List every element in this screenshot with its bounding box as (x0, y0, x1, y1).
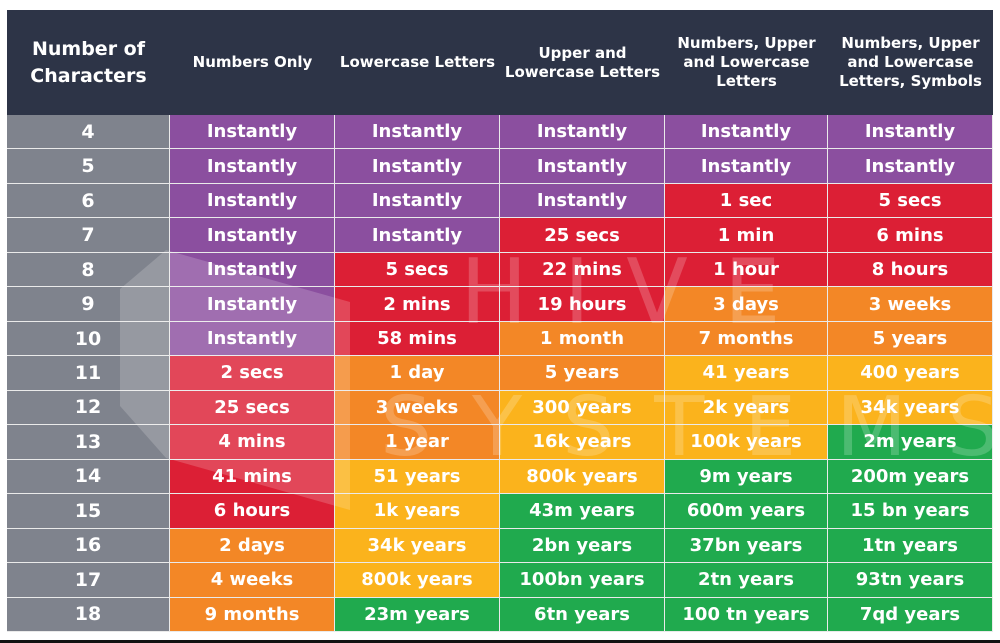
cell-upper-lowercase-letters: 300 years (500, 390, 665, 426)
cell-numbers-upper-lowercase: 7 months (665, 321, 828, 357)
cell-numbers-upper-lowercase-symbols: 93tn years (828, 563, 993, 598)
header-number-of-characters: Number of Characters (7, 10, 170, 115)
row-character-count: 16 (7, 528, 170, 564)
cell-numbers-only: Instantly (170, 218, 335, 253)
cell-numbers-only: 6 hours (170, 494, 335, 529)
row-character-count: 14 (7, 459, 170, 495)
cell-numbers-upper-lowercase: 1 hour (665, 252, 828, 288)
cell-upper-lowercase-letters: 25 secs (500, 218, 665, 253)
row-character-count: 5 (7, 149, 170, 184)
cell-lowercase-letters: Instantly (335, 183, 500, 219)
cell-numbers-upper-lowercase: 1 sec (665, 183, 828, 219)
cell-lowercase-letters: Instantly (335, 115, 500, 150)
header-lowercase-letters: Lowercase Letters (335, 10, 500, 115)
cell-numbers-upper-lowercase-symbols: 400 years (828, 356, 993, 391)
cell-numbers-upper-lowercase-symbols: 5 years (828, 321, 993, 357)
cell-numbers-only: Instantly (170, 321, 335, 357)
cell-numbers-only: Instantly (170, 287, 335, 322)
row-character-count: 8 (7, 252, 170, 288)
cell-numbers-upper-lowercase-symbols: 1tn years (828, 528, 993, 564)
header-numbers-upper-lowercase-symbols: Numbers, Upper and Lowercase Letters, Sy… (828, 10, 993, 115)
cell-numbers-only: 25 secs (170, 390, 335, 426)
row-character-count: 7 (7, 218, 170, 253)
cell-numbers-upper-lowercase: 41 years (665, 356, 828, 391)
password-crack-time-table: Number of Characters Numbers Only Lowercas… (7, 10, 993, 632)
header-numbers-upper-lowercase: Numbers, Upper and Lowercase Letters (665, 10, 828, 115)
cell-numbers-upper-lowercase: 600m years (665, 494, 828, 529)
cell-numbers-upper-lowercase-symbols: 34k years (828, 390, 993, 426)
cell-numbers-upper-lowercase-symbols: 200m years (828, 459, 993, 495)
cell-numbers-upper-lowercase-symbols: Instantly (828, 149, 993, 184)
cell-numbers-upper-lowercase: 100k years (665, 425, 828, 460)
row-character-count: 12 (7, 390, 170, 426)
cell-lowercase-letters: 1k years (335, 494, 500, 529)
cell-lowercase-letters: 58 mins (335, 321, 500, 357)
header-numbers-only: Numbers Only (170, 10, 335, 115)
cell-numbers-upper-lowercase: 1 min (665, 218, 828, 253)
cell-upper-lowercase-letters: 43m years (500, 494, 665, 529)
cell-lowercase-letters: 34k years (335, 528, 500, 564)
cell-upper-lowercase-letters: 5 years (500, 356, 665, 391)
row-character-count: 11 (7, 356, 170, 391)
row-character-count: 9 (7, 287, 170, 322)
cell-numbers-only: 4 weeks (170, 563, 335, 598)
cell-upper-lowercase-letters: 100bn years (500, 563, 665, 598)
row-character-count: 6 (7, 183, 170, 219)
cell-upper-lowercase-letters: 16k years (500, 425, 665, 460)
cell-numbers-only: 2 secs (170, 356, 335, 391)
cell-numbers-upper-lowercase-symbols: 5 secs (828, 183, 993, 219)
cell-lowercase-letters: Instantly (335, 149, 500, 184)
cell-numbers-upper-lowercase: Instantly (665, 149, 828, 184)
row-character-count: 4 (7, 115, 170, 150)
cell-lowercase-letters: 1 year (335, 425, 500, 460)
cell-upper-lowercase-letters: 19 hours (500, 287, 665, 322)
cell-lowercase-letters: 51 years (335, 459, 500, 495)
cell-numbers-upper-lowercase: Instantly (665, 115, 828, 150)
bottom-divider (0, 640, 1000, 643)
cell-numbers-upper-lowercase-symbols: 8 hours (828, 252, 993, 288)
cell-numbers-upper-lowercase: 2k years (665, 390, 828, 426)
cell-numbers-only: 4 mins (170, 425, 335, 460)
cell-numbers-only: Instantly (170, 252, 335, 288)
cell-upper-lowercase-letters: 22 mins (500, 252, 665, 288)
cell-lowercase-letters: 2 mins (335, 287, 500, 322)
cell-numbers-upper-lowercase: 9m years (665, 459, 828, 495)
cell-lowercase-letters: Instantly (335, 218, 500, 253)
cell-numbers-upper-lowercase-symbols: 3 weeks (828, 287, 993, 322)
cell-numbers-only: 2 days (170, 528, 335, 564)
cell-numbers-only: 41 mins (170, 459, 335, 495)
cell-numbers-only: Instantly (170, 115, 335, 150)
cell-numbers-upper-lowercase-symbols: 6 mins (828, 218, 993, 253)
cell-upper-lowercase-letters: 1 month (500, 321, 665, 357)
cell-numbers-upper-lowercase-symbols: 2m years (828, 425, 993, 460)
cell-upper-lowercase-letters: Instantly (500, 183, 665, 219)
cell-numbers-upper-lowercase-symbols: Instantly (828, 115, 993, 150)
cell-numbers-only: Instantly (170, 183, 335, 219)
cell-lowercase-letters: 1 day (335, 356, 500, 391)
cell-numbers-upper-lowercase: 100 tn years (665, 597, 828, 632)
cell-upper-lowercase-letters: 6tn years (500, 597, 665, 632)
row-character-count: 17 (7, 563, 170, 598)
cell-numbers-upper-lowercase: 37bn years (665, 528, 828, 564)
row-character-count: 10 (7, 321, 170, 357)
cell-numbers-upper-lowercase-symbols: 7qd years (828, 597, 993, 632)
cell-lowercase-letters: 800k years (335, 563, 500, 598)
cell-upper-lowercase-letters: Instantly (500, 115, 665, 150)
cell-numbers-upper-lowercase: 2tn years (665, 563, 828, 598)
row-character-count: 18 (7, 597, 170, 632)
cell-numbers-only: 9 months (170, 597, 335, 632)
cell-upper-lowercase-letters: 2bn years (500, 528, 665, 564)
row-character-count: 15 (7, 494, 170, 529)
cell-numbers-only: Instantly (170, 149, 335, 184)
cell-numbers-upper-lowercase-symbols: 15 bn years (828, 494, 993, 529)
header-upper-lowercase-letters: Upper and Lowercase Letters (500, 10, 665, 115)
cell-lowercase-letters: 23m years (335, 597, 500, 632)
cell-upper-lowercase-letters: Instantly (500, 149, 665, 184)
cell-lowercase-letters: 3 weeks (335, 390, 500, 426)
cell-upper-lowercase-letters: 800k years (500, 459, 665, 495)
row-character-count: 13 (7, 425, 170, 460)
cell-numbers-upper-lowercase: 3 days (665, 287, 828, 322)
cell-lowercase-letters: 5 secs (335, 252, 500, 288)
